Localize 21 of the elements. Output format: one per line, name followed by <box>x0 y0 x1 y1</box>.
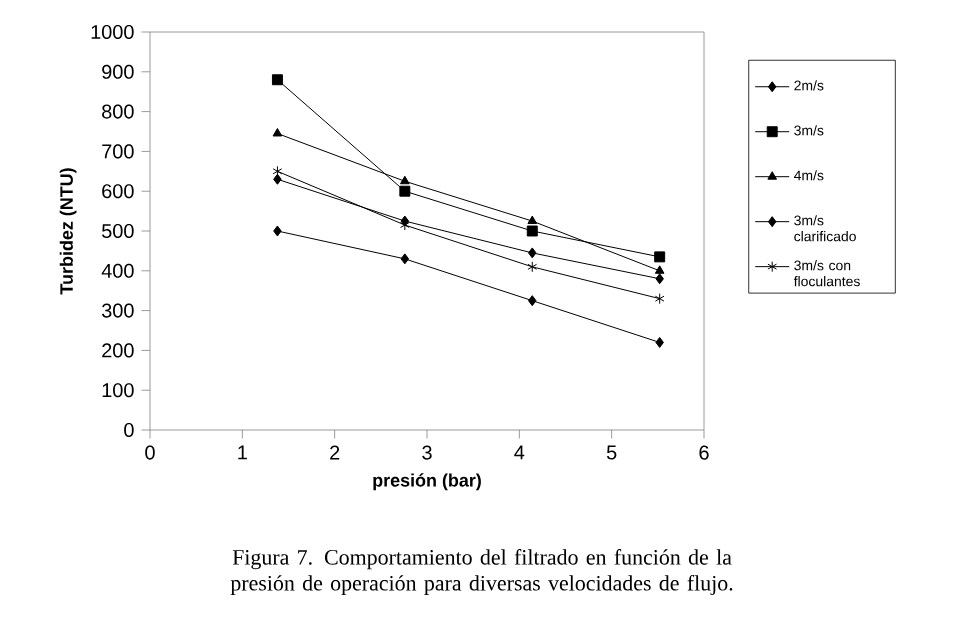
y-tick-label: 0 <box>124 422 134 438</box>
y-tick-label: 300 <box>101 303 134 318</box>
y-tick-label: 700 <box>102 144 134 159</box>
y-tick-label: 100 <box>102 383 134 398</box>
x-tick-label: 4 <box>514 445 525 460</box>
x-tick-label: 5 <box>606 445 617 460</box>
x-tick-label: 3 <box>422 445 432 460</box>
y-tick-label: 900 <box>102 64 134 79</box>
y-tick-label: 600 <box>102 184 134 199</box>
y-tick-label: 800 <box>102 104 134 119</box>
y-tick-label: 200 <box>102 343 134 358</box>
x-tick-label: 2 <box>330 445 340 460</box>
y-tick-label: 400 <box>101 263 134 278</box>
text: Figura 7. Comportamiento del filtrado en función de la presión de operación para diversas velocidades de flujo. <box>230 549 733 596</box>
y-tick-label: 1000 <box>91 24 134 40</box>
y-tick-label: 500 <box>102 223 134 239</box>
x-tick-label: 1 <box>238 445 247 460</box>
x-axis-title: presión (bar) <box>373 473 481 491</box>
x-tick-label: 6 <box>699 445 709 460</box>
x-tick-label: 0 <box>145 445 155 460</box>
y-axis-title: Turbidez (NTU) <box>59 168 77 295</box>
